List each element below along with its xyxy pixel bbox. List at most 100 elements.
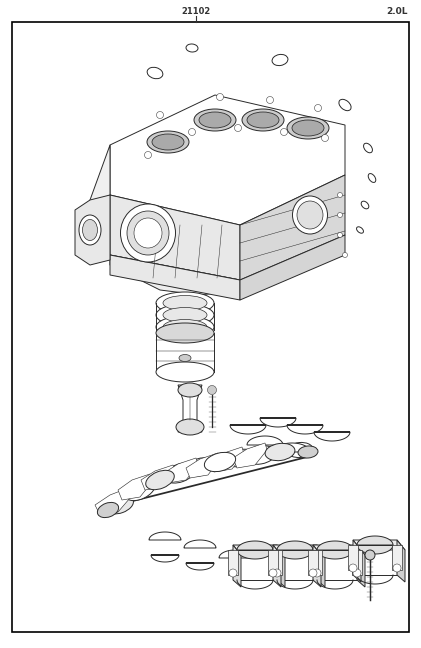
Ellipse shape xyxy=(199,112,231,128)
Polygon shape xyxy=(274,443,310,452)
Polygon shape xyxy=(233,443,267,468)
Circle shape xyxy=(338,192,343,198)
Polygon shape xyxy=(353,540,405,550)
Ellipse shape xyxy=(107,496,133,514)
Ellipse shape xyxy=(147,131,189,153)
Polygon shape xyxy=(237,541,273,550)
Bar xyxy=(272,550,282,575)
Bar xyxy=(308,550,318,575)
Polygon shape xyxy=(317,545,325,587)
Ellipse shape xyxy=(194,109,236,131)
Circle shape xyxy=(234,124,242,132)
Bar xyxy=(228,550,238,575)
Polygon shape xyxy=(210,447,244,472)
Ellipse shape xyxy=(156,292,214,314)
Circle shape xyxy=(314,104,322,111)
Ellipse shape xyxy=(156,316,214,338)
Polygon shape xyxy=(273,545,325,555)
Polygon shape xyxy=(357,545,393,554)
Ellipse shape xyxy=(163,295,207,310)
Ellipse shape xyxy=(134,218,162,248)
Ellipse shape xyxy=(178,383,202,397)
Ellipse shape xyxy=(176,419,204,435)
Polygon shape xyxy=(353,540,397,575)
Circle shape xyxy=(157,111,163,119)
Circle shape xyxy=(343,253,347,257)
Bar xyxy=(268,550,278,575)
Ellipse shape xyxy=(339,99,351,111)
Polygon shape xyxy=(75,195,110,265)
Polygon shape xyxy=(110,255,240,295)
Circle shape xyxy=(280,128,288,135)
Polygon shape xyxy=(230,425,266,434)
Circle shape xyxy=(216,93,224,100)
Circle shape xyxy=(309,569,317,577)
Ellipse shape xyxy=(298,446,318,458)
Ellipse shape xyxy=(287,117,329,139)
Circle shape xyxy=(365,550,375,560)
Polygon shape xyxy=(118,474,152,500)
Polygon shape xyxy=(273,545,281,587)
Text: 2.0L: 2.0L xyxy=(386,7,408,16)
Ellipse shape xyxy=(156,362,214,382)
Ellipse shape xyxy=(272,54,288,65)
Ellipse shape xyxy=(120,204,176,262)
Circle shape xyxy=(189,128,195,135)
Polygon shape xyxy=(273,545,317,580)
Polygon shape xyxy=(313,545,365,555)
Polygon shape xyxy=(397,540,405,582)
Ellipse shape xyxy=(293,196,328,234)
Polygon shape xyxy=(314,432,350,441)
Polygon shape xyxy=(353,540,361,582)
Ellipse shape xyxy=(125,480,155,501)
Circle shape xyxy=(353,569,361,577)
Ellipse shape xyxy=(165,463,195,483)
Bar xyxy=(352,550,362,575)
Ellipse shape xyxy=(297,201,323,229)
Ellipse shape xyxy=(204,452,236,472)
Polygon shape xyxy=(277,545,285,587)
Polygon shape xyxy=(164,458,198,483)
Ellipse shape xyxy=(163,308,207,323)
Polygon shape xyxy=(110,195,240,280)
Ellipse shape xyxy=(242,109,284,131)
Ellipse shape xyxy=(83,220,98,240)
Polygon shape xyxy=(240,175,345,280)
Polygon shape xyxy=(357,536,393,545)
Ellipse shape xyxy=(152,134,184,150)
Polygon shape xyxy=(313,545,321,587)
Polygon shape xyxy=(95,488,130,515)
Ellipse shape xyxy=(368,174,376,183)
Ellipse shape xyxy=(287,443,313,457)
Ellipse shape xyxy=(247,112,279,128)
Ellipse shape xyxy=(186,44,198,52)
Polygon shape xyxy=(313,545,357,580)
Text: 21102: 21102 xyxy=(181,7,210,16)
Ellipse shape xyxy=(357,227,363,233)
Ellipse shape xyxy=(186,457,215,476)
Polygon shape xyxy=(141,465,175,490)
Polygon shape xyxy=(110,255,240,300)
Ellipse shape xyxy=(179,354,191,362)
Bar xyxy=(392,545,402,570)
Polygon shape xyxy=(277,550,313,559)
Polygon shape xyxy=(178,385,202,432)
Ellipse shape xyxy=(79,215,101,245)
Ellipse shape xyxy=(147,67,163,78)
Polygon shape xyxy=(233,545,241,587)
Polygon shape xyxy=(186,453,220,478)
Polygon shape xyxy=(186,563,214,570)
Ellipse shape xyxy=(146,470,174,490)
Ellipse shape xyxy=(361,201,369,209)
Polygon shape xyxy=(260,418,296,427)
Circle shape xyxy=(273,569,281,577)
Polygon shape xyxy=(277,541,313,550)
Ellipse shape xyxy=(364,143,373,153)
Polygon shape xyxy=(247,436,283,445)
Circle shape xyxy=(393,564,401,572)
Polygon shape xyxy=(233,545,285,555)
Ellipse shape xyxy=(127,211,169,255)
Polygon shape xyxy=(317,550,353,559)
Circle shape xyxy=(269,569,277,577)
Ellipse shape xyxy=(244,446,276,464)
